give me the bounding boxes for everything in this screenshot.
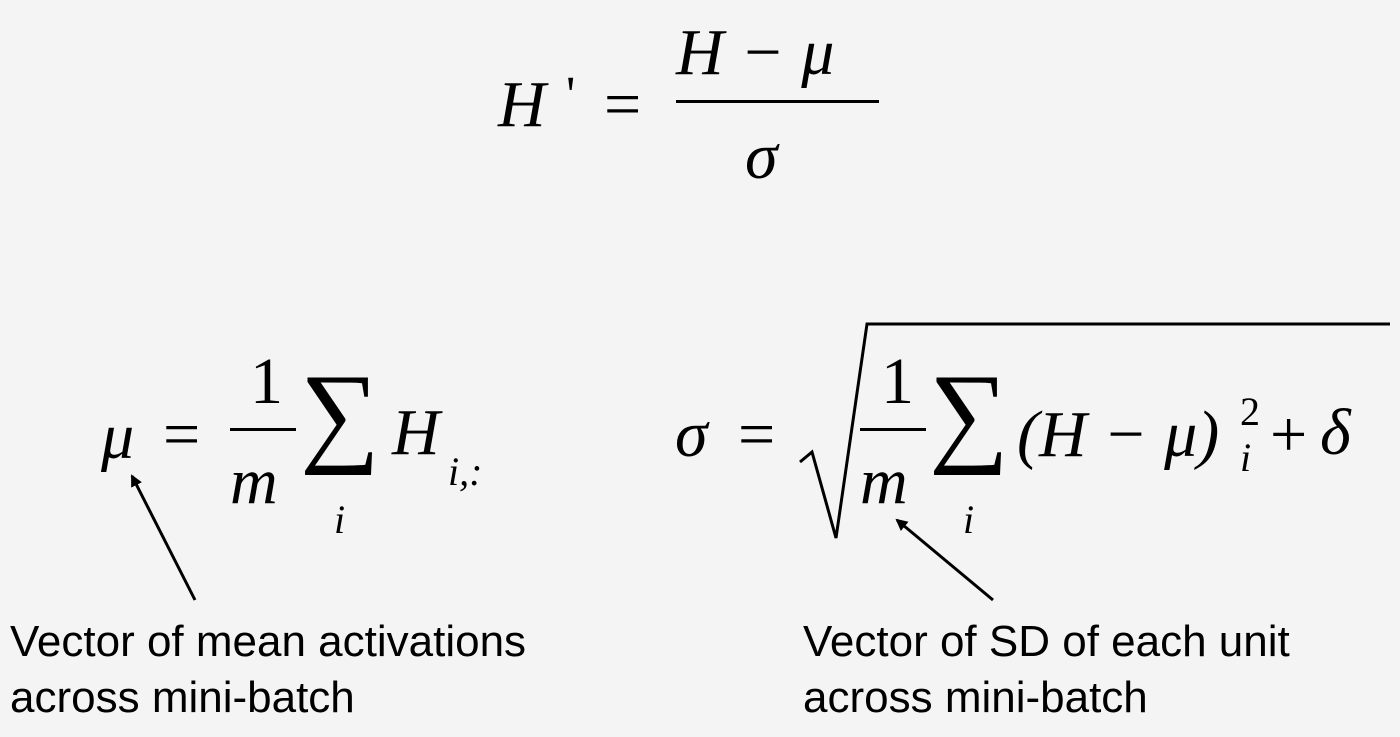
sd-frac-numerator: 1: [881, 345, 914, 418]
sd-term-subscript: i: [1240, 435, 1252, 480]
sd-annotation: Vector of SD of each unit across mini-ba…: [803, 614, 1290, 726]
mean-annotation-line2: across mini-batch: [10, 673, 355, 722]
mean-equals: =: [163, 398, 201, 471]
main-denominator: σ: [745, 120, 778, 193]
sd-fraction-bar: [860, 428, 926, 431]
main-prime: ': [566, 67, 576, 124]
mean-annotation: Vector of mean activations across mini-b…: [10, 614, 526, 726]
sd-annotation-line2: across mini-batch: [803, 673, 1148, 722]
main-lhs: H: [498, 68, 546, 141]
sd-equals: =: [738, 398, 776, 471]
sd-sum-symbol: ∑: [929, 352, 1009, 476]
sd-term-superscript: 2: [1240, 389, 1260, 434]
mean-frac-numerator: 1: [250, 345, 283, 418]
mean-arrow: [130, 474, 197, 601]
sd-term: (H − μ): [1017, 398, 1220, 471]
main-fraction-bar: [676, 100, 879, 103]
main-equals: =: [604, 68, 642, 141]
mean-lhs: μ: [101, 400, 135, 473]
mean-annotation-line1: Vector of mean activations: [10, 617, 527, 666]
sd-arrow: [895, 518, 994, 602]
mean-sum-index: i: [334, 497, 346, 542]
sd-annotation-line1: Vector of SD of each unit: [803, 617, 1290, 666]
sd-plus: +: [1270, 398, 1308, 471]
sd-delta: δ: [1320, 396, 1351, 469]
sd-frac-denominator: m: [860, 445, 908, 518]
sd-sum-index: i: [963, 497, 975, 542]
mean-term-subscript: i,:: [448, 449, 483, 494]
mean-sum-symbol: ∑: [300, 352, 380, 476]
mean-term: H: [392, 396, 440, 469]
sd-lhs: σ: [675, 398, 708, 471]
main-numerator: H − μ: [676, 16, 835, 89]
mean-frac-denominator: m: [230, 445, 278, 518]
mean-fraction-bar: [230, 428, 296, 431]
